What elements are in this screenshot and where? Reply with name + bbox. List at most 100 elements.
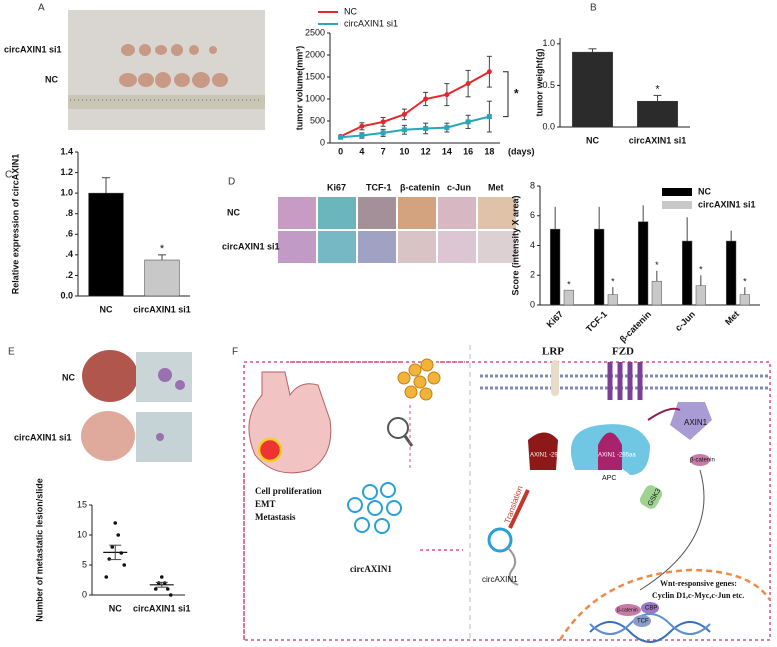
y-tick-label: .2 — [65, 270, 73, 280]
x-tick-label: 0 — [338, 146, 343, 156]
point — [165, 587, 170, 591]
panel-label: E — [8, 347, 15, 358]
legend-label: NC — [344, 6, 357, 16]
y-tick-label: 500 — [310, 115, 325, 125]
significance: * — [699, 265, 703, 275]
significance: * — [743, 277, 747, 287]
diagram-text: AXIN1 — [684, 418, 708, 427]
bar — [607, 294, 618, 306]
point — [159, 575, 164, 579]
diagram-text: EMT — [255, 499, 276, 509]
y-tick-label: 0.0 — [542, 121, 555, 131]
y-tick-label: 6 — [530, 210, 535, 220]
x-tick-label: NC — [100, 304, 113, 314]
y-tick-label: 4 — [530, 240, 535, 250]
diagram-text: Cyclin D1,c-Myc,c-Jun etc. — [652, 591, 744, 600]
y-axis-label: Number of metastatic lesion/slide — [34, 478, 44, 622]
pathway-diagram — [243, 345, 772, 643]
row-label: circAXIN1 si1 — [4, 44, 62, 54]
tumor-photo — [68, 10, 265, 130]
legend-label: NC — [698, 186, 711, 196]
y-tick-label: 8 — [530, 180, 535, 190]
panel-label: F — [232, 347, 238, 358]
point — [380, 130, 386, 136]
point — [465, 119, 471, 125]
point — [113, 521, 118, 525]
bar — [144, 259, 180, 297]
legend-label: circAXIN1 si1 — [698, 199, 756, 209]
point — [380, 119, 386, 125]
bar — [572, 51, 613, 128]
x-tick-label: 18 — [484, 146, 494, 156]
y-tick-label: 2000 — [305, 49, 325, 59]
x-tick-label: NC — [109, 603, 122, 613]
legend-label: circAXIN1 si1 — [344, 18, 398, 28]
series-line — [340, 115, 490, 139]
diagram-text: CBP — [645, 606, 657, 612]
x-tick-label: 16 — [463, 146, 473, 156]
legend-swatch — [662, 201, 692, 209]
column-label: β-catenin — [400, 182, 440, 192]
x-tick-label: β-catenin — [618, 309, 653, 344]
diagram-text: β-catenin — [617, 607, 638, 613]
y-axis-label: tumor volume(mm³) — [294, 46, 304, 131]
y-tick-label: 1.0 — [542, 38, 555, 48]
point — [486, 114, 492, 120]
y-tick-label: 0 — [530, 299, 535, 309]
x-tick-label: Ki67 — [545, 309, 566, 330]
significance-bracket — [503, 71, 509, 118]
x-tick-label: 4 — [359, 146, 364, 156]
significance: * — [655, 260, 659, 270]
x-tick-label: NC — [586, 135, 599, 145]
series-line — [340, 70, 490, 138]
diagram-text: β-catenin — [690, 458, 715, 464]
point — [423, 96, 429, 102]
x-tick-label: 12 — [421, 146, 431, 156]
diagram-text: APC — [602, 475, 616, 482]
diagram-text: FZD — [612, 346, 634, 358]
y-tick-label: .4 — [65, 249, 73, 259]
significance: * — [567, 280, 571, 290]
y-axis-label: Relative expression of circAXIN1 — [10, 154, 20, 295]
bar — [726, 240, 737, 306]
bar — [695, 285, 706, 306]
row-label: circAXIN1 si1 — [222, 241, 280, 251]
y-tick-label: 5 — [82, 559, 87, 569]
diagram-text: Wnt-responsive genes: — [660, 579, 737, 588]
point — [122, 563, 127, 567]
column-label: Met — [488, 182, 504, 192]
bar — [88, 192, 124, 297]
ihc-images — [278, 197, 516, 263]
y-tick-label: 1.0 — [60, 188, 73, 198]
diagram-text: Cell proliferation — [255, 486, 322, 496]
row-label: circAXIN1 si1 — [14, 432, 72, 442]
y-tick-label: 0 — [82, 589, 87, 599]
y-tick-label: 2 — [530, 270, 535, 280]
point — [401, 127, 407, 133]
bar — [563, 289, 574, 306]
y-tick-label: 0.5 — [542, 80, 555, 90]
panel-label: D — [228, 177, 235, 188]
bar — [638, 221, 649, 306]
legend-swatch — [662, 188, 692, 196]
bar — [550, 228, 561, 306]
lung-images — [81, 350, 192, 462]
x-tick-label: TCF-1 — [584, 309, 609, 334]
y-axis-label: Score (intensity X area) — [510, 195, 520, 295]
point — [338, 134, 344, 140]
point — [401, 111, 407, 117]
bar — [682, 240, 693, 306]
y-tick-label: 1500 — [305, 71, 325, 81]
bar — [594, 228, 605, 306]
point — [444, 125, 450, 131]
significance: * — [160, 243, 165, 255]
row-label: NC — [45, 74, 58, 84]
x-tick-label: Met — [723, 309, 741, 327]
significance: * — [514, 86, 519, 100]
point — [107, 557, 112, 561]
point — [168, 593, 173, 597]
panel-label: C — [5, 170, 12, 181]
x-tick-label: c-Jun — [673, 309, 697, 333]
point — [153, 587, 158, 591]
